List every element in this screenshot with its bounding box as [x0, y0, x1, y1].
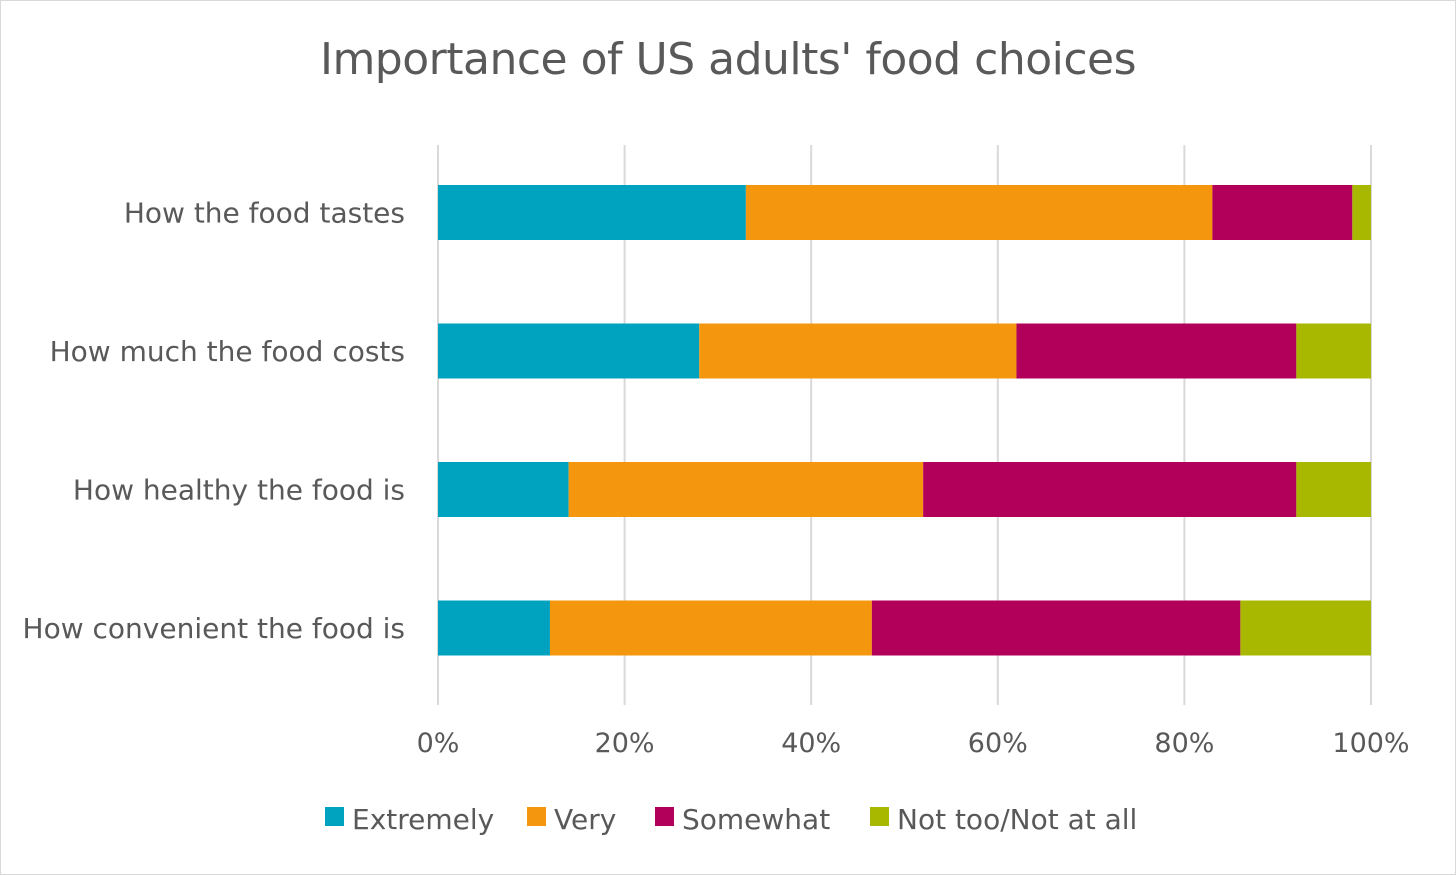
- x-tick-labels: 0% 20% 40% 60% 80% 100%: [417, 728, 1410, 759]
- legend-swatch: [655, 807, 674, 826]
- legend-label: Not too/Not at all: [897, 803, 1137, 836]
- bar-segment: [1296, 462, 1371, 517]
- legend-swatch: [325, 807, 344, 826]
- bar-segment: [923, 462, 1297, 517]
- chart-title: Importance of US adults' food choices: [319, 34, 1137, 85]
- bar-segment: [1296, 323, 1371, 379]
- bar-segment: [1240, 600, 1371, 656]
- bar-segment: [745, 185, 1213, 240]
- bar-segment: [1352, 185, 1371, 240]
- legend: Extremely Very Somewhat Not too/Not at all: [325, 803, 1137, 836]
- legend-label: Somewhat: [682, 803, 830, 836]
- legend-swatch: [527, 807, 546, 826]
- bar-segment: [1016, 323, 1297, 379]
- category-label: How the food tastes: [124, 197, 405, 230]
- legend-swatch: [870, 807, 889, 826]
- bar-segment: [438, 185, 746, 240]
- bar-segment: [438, 462, 569, 517]
- bar-segment: [871, 600, 1241, 656]
- x-tick-label: 20%: [595, 728, 655, 759]
- bar-segment: [549, 600, 872, 656]
- category-labels: How the food tastes How much the food cos…: [23, 197, 405, 646]
- x-tick-label: 40%: [781, 728, 841, 759]
- x-tick-label: 100%: [1332, 728, 1409, 759]
- legend-label: Very: [554, 803, 616, 836]
- x-tick-label: 0%: [417, 728, 460, 759]
- bar-segment: [568, 462, 924, 517]
- x-tick-label: 80%: [1154, 728, 1214, 759]
- bar-segment: [438, 600, 550, 656]
- x-tick-label: 60%: [968, 728, 1028, 759]
- category-label: How much the food costs: [50, 335, 405, 368]
- category-label: How convenient the food is: [23, 612, 405, 645]
- legend-label: Extremely: [352, 803, 494, 836]
- category-label: How healthy the food is: [73, 474, 405, 507]
- bars: [438, 185, 1371, 656]
- bar-segment: [699, 323, 1017, 379]
- bar-segment: [438, 323, 700, 379]
- bar-segment: [1212, 185, 1353, 240]
